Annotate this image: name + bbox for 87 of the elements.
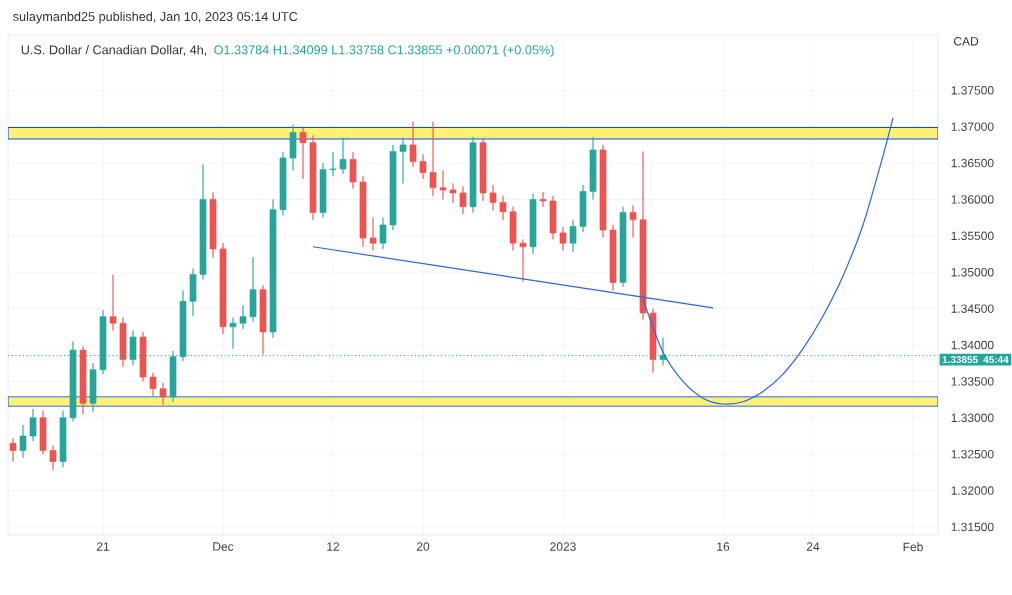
candlestick — [239, 304, 247, 330]
candlestick — [489, 184, 497, 211]
candlestick — [309, 135, 317, 221]
candlestick — [349, 151, 357, 189]
candlestick — [229, 317, 237, 350]
candlestick — [49, 445, 57, 471]
candlestick — [449, 183, 457, 204]
y-tick-label: 1.32000 — [951, 486, 994, 495]
candlestick — [559, 226, 567, 251]
y-tick-label: 1.31500 — [951, 522, 994, 532]
candlestick — [119, 317, 127, 368]
candlestick — [189, 268, 197, 317]
candlestick — [569, 219, 577, 253]
x-tick-label: Feb — [903, 542, 923, 552]
y-tick-label: 1.33500 — [951, 377, 994, 386]
candlestick — [629, 204, 637, 238]
candlestick — [439, 170, 447, 200]
x-tick-label: 2023 — [550, 542, 576, 551]
candlestick — [329, 151, 337, 177]
candlestick — [539, 191, 547, 208]
y-tick-label: 1.34000 — [951, 340, 994, 350]
candlestick — [319, 162, 327, 218]
candlestick — [589, 136, 597, 200]
y-tick-label: 1.36000 — [951, 195, 994, 204]
candlestick — [249, 256, 257, 323]
y-tick-label: 1.37000 — [951, 122, 994, 131]
candlestick — [59, 410, 67, 468]
y-tick-label: 1.34500 — [951, 304, 994, 313]
candlestick — [389, 144, 397, 231]
text: sulaymanbd25 published, Jan 10, 2023 05:14 UTC — [13, 11, 298, 24]
candlestick — [519, 239, 527, 283]
candlestick — [89, 362, 97, 413]
x-tick-label: 24 — [806, 542, 820, 551]
candlestick — [299, 126, 307, 180]
y-tick-label: 1.35500 — [951, 231, 994, 241]
ref-line-label: 1.33855 — [942, 356, 978, 364]
candlestick — [39, 410, 47, 455]
candlestick — [279, 151, 287, 216]
y-tick-label: 1.32500 — [951, 449, 994, 459]
candlestick — [529, 193, 537, 255]
candlestick — [469, 136, 477, 213]
candlestick — [269, 199, 277, 339]
candlestick — [499, 195, 507, 221]
text: 45:44 — [983, 356, 1009, 364]
candlestick — [609, 224, 617, 291]
candlestick — [109, 274, 117, 331]
candlestick — [429, 121, 437, 197]
candlestick — [209, 191, 217, 259]
candlestick — [419, 154, 427, 180]
y-tick-label: 1.35000 — [951, 267, 994, 277]
x-tick-label: 12 — [327, 542, 340, 551]
candlestick — [199, 164, 207, 280]
candlestick — [149, 372, 157, 397]
candlestick — [159, 382, 167, 406]
y-tick-label: 1.37500 — [951, 86, 994, 95]
candlestick — [599, 144, 607, 238]
text: O1.33784 H1.34099 L1.33758 C1.33855 +0.00071 (+0.05%) — [214, 45, 554, 57]
candlestick — [289, 124, 297, 171]
y-tick-label: 1.33000 — [951, 413, 994, 423]
candlestick — [579, 184, 587, 233]
candlestick — [639, 151, 647, 320]
x-tick-label: 21 — [96, 542, 110, 551]
candlestick — [619, 206, 627, 288]
y-axis-title: CAD — [953, 37, 979, 46]
candlestick — [479, 137, 487, 202]
text: U.S. Dollar / Canadian Dollar, 4h, — [21, 45, 207, 56]
candlestick — [399, 137, 407, 184]
candlestick — [19, 424, 27, 459]
candlestick — [359, 175, 367, 248]
candlestick — [409, 121, 417, 168]
y-tick-label: 1.36500 — [951, 158, 994, 168]
x-tick-label: 16 — [717, 542, 730, 551]
candlestick — [649, 308, 657, 374]
candlestick — [139, 331, 147, 382]
candlestick — [9, 437, 17, 462]
candlestick — [79, 346, 87, 415]
x-tick-label: 20 — [416, 542, 430, 551]
x-tick-label: Dec — [213, 542, 234, 551]
candlestick — [259, 285, 267, 355]
candlestick — [379, 217, 387, 250]
candlestick — [459, 186, 467, 215]
candlestick — [29, 408, 37, 442]
candlestick — [549, 195, 557, 240]
candlestick — [369, 217, 377, 251]
candlestick — [219, 242, 227, 335]
candlestick — [509, 206, 517, 251]
candlestick — [339, 137, 347, 175]
